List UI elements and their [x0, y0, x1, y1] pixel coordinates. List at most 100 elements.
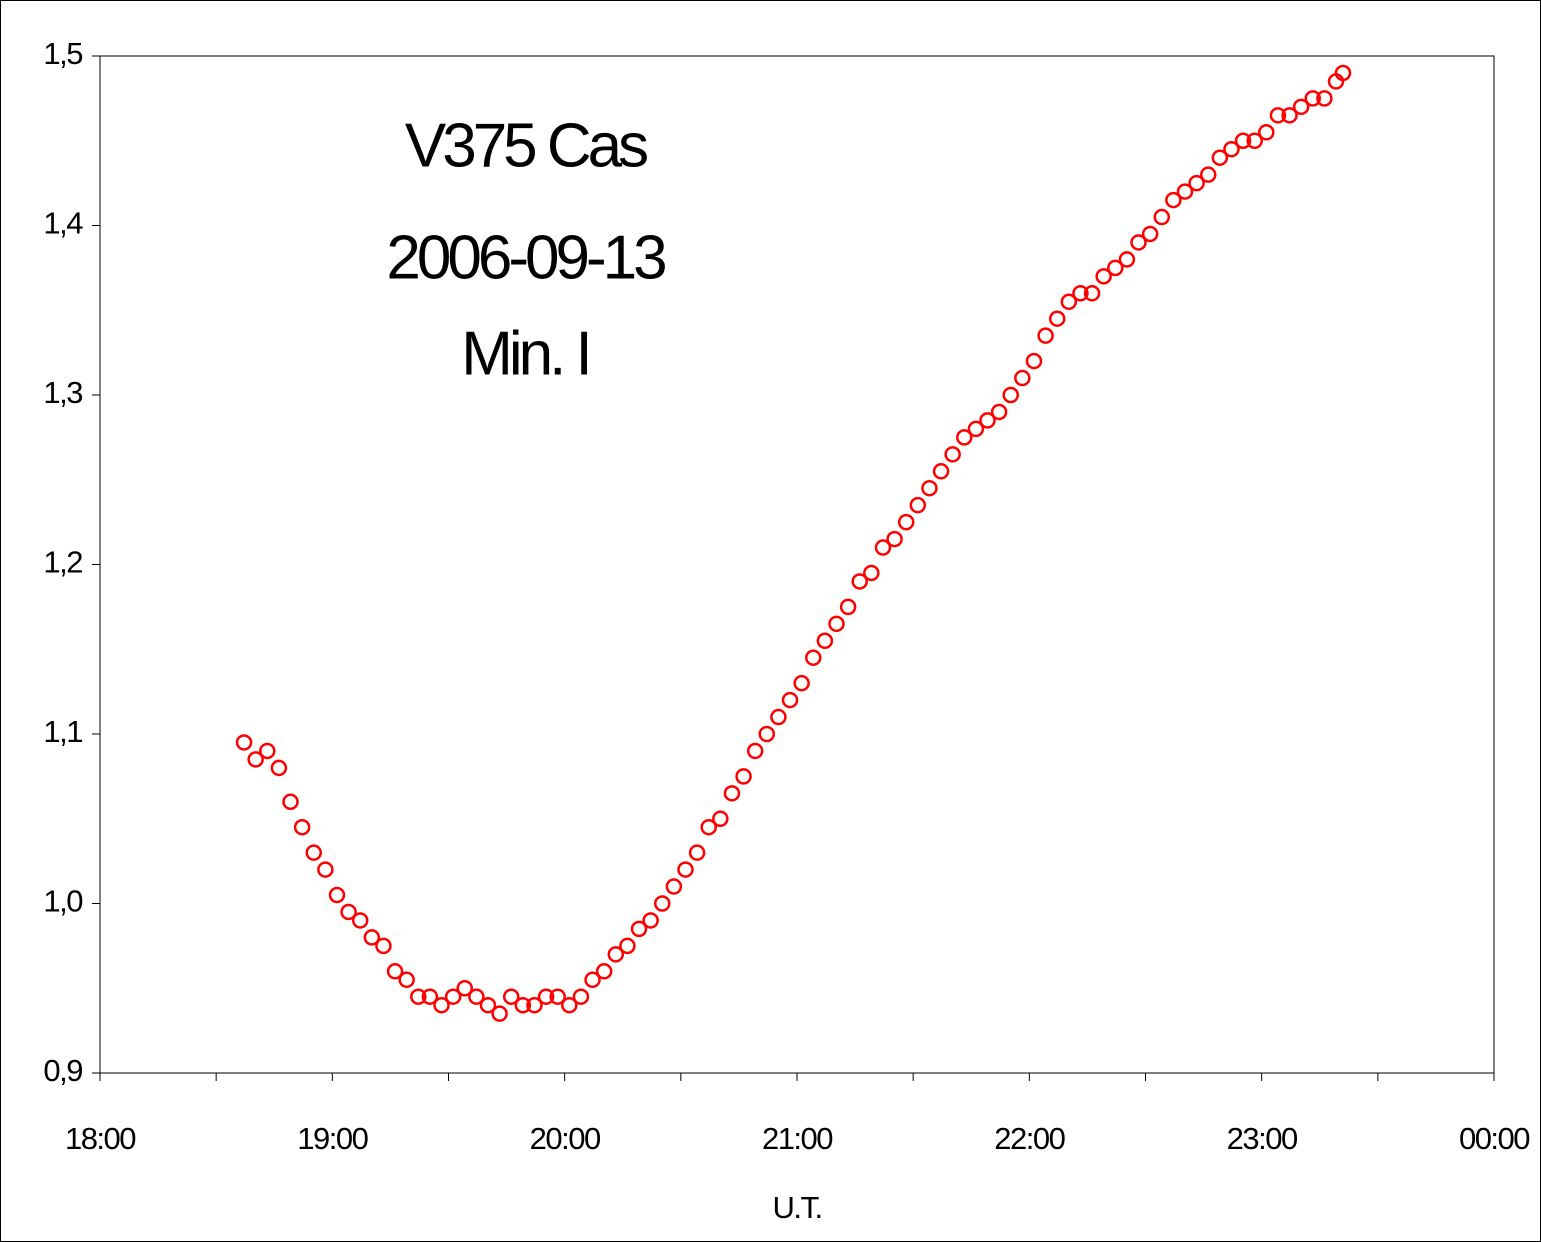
point	[607, 946, 625, 963]
point	[1258, 124, 1275, 141]
point	[805, 649, 822, 666]
point	[665, 878, 683, 895]
point	[247, 751, 264, 768]
point	[1234, 132, 1252, 149]
point	[793, 674, 810, 692]
point	[328, 886, 346, 904]
y-tick-label: 1,2	[43, 545, 82, 580]
point	[375, 937, 392, 955]
point	[351, 912, 369, 929]
point	[979, 412, 996, 429]
point	[1246, 132, 1263, 149]
x-tick-label: 00:00	[1459, 1121, 1530, 1156]
point	[712, 810, 729, 827]
y-tick-label: 1,0	[43, 884, 83, 919]
point	[735, 768, 752, 785]
point	[921, 479, 938, 497]
point	[1025, 352, 1043, 370]
point	[746, 742, 764, 760]
point	[444, 988, 462, 1005]
point	[363, 929, 381, 946]
point	[491, 1005, 508, 1022]
point	[270, 759, 288, 777]
point	[1211, 149, 1229, 166]
point	[1037, 327, 1054, 344]
point	[1002, 386, 1019, 404]
point	[758, 725, 776, 743]
point	[1083, 285, 1101, 302]
point	[282, 793, 299, 811]
point	[886, 530, 903, 548]
point	[1223, 140, 1240, 158]
point	[619, 937, 636, 955]
point	[630, 920, 648, 938]
y-tick-label: 1,3	[43, 375, 82, 410]
point	[839, 598, 857, 616]
point	[1316, 90, 1333, 107]
point	[874, 539, 892, 556]
point	[468, 988, 485, 1005]
point	[561, 996, 578, 1014]
point	[909, 496, 927, 514]
point	[653, 895, 671, 912]
y-tick-label: 0,9	[43, 1053, 82, 1088]
point	[549, 988, 566, 1005]
point	[677, 861, 694, 878]
point	[514, 996, 532, 1014]
point	[1014, 369, 1031, 387]
x-tick-label: 23:00	[1227, 1121, 1298, 1156]
point	[572, 988, 590, 1005]
y-tick-label: 1,4	[43, 206, 83, 241]
point	[1118, 251, 1136, 268]
point	[1095, 268, 1112, 285]
point	[642, 912, 659, 929]
point	[1269, 107, 1287, 124]
point	[1165, 191, 1182, 209]
x-axis-label: U.T.	[772, 1190, 821, 1225]
point	[1176, 183, 1194, 200]
x-tick-label: 18:00	[65, 1121, 136, 1156]
point	[479, 996, 497, 1014]
point	[956, 429, 973, 446]
point	[1281, 107, 1298, 124]
point	[770, 708, 787, 726]
point	[1199, 166, 1217, 183]
point	[526, 996, 543, 1014]
point	[1153, 208, 1171, 226]
annotation: Min. I	[461, 319, 589, 388]
annotation: V375 Cas	[405, 111, 647, 180]
point	[944, 446, 961, 463]
point	[259, 742, 276, 760]
point	[1334, 64, 1352, 82]
point	[967, 420, 985, 438]
point	[584, 971, 601, 989]
point	[828, 615, 845, 633]
point	[386, 963, 404, 980]
point	[851, 573, 868, 590]
point	[340, 903, 357, 921]
y-tick-label: 1,1	[43, 714, 82, 749]
point	[700, 818, 717, 836]
point	[1107, 259, 1124, 277]
x-tick-label: 20:00	[530, 1121, 601, 1156]
point	[1130, 234, 1147, 251]
point	[293, 818, 311, 836]
point	[990, 403, 1008, 421]
point	[410, 988, 427, 1005]
point	[1188, 174, 1205, 192]
point	[433, 996, 450, 1014]
point	[1048, 310, 1066, 327]
point	[317, 861, 334, 878]
point	[456, 980, 474, 997]
point	[723, 785, 741, 802]
point	[537, 988, 555, 1005]
point	[688, 844, 706, 861]
point	[1060, 293, 1078, 311]
point	[863, 564, 880, 582]
x-tick-label: 21:00	[762, 1121, 833, 1156]
point	[595, 963, 613, 980]
point	[305, 844, 322, 861]
point	[1072, 285, 1089, 302]
